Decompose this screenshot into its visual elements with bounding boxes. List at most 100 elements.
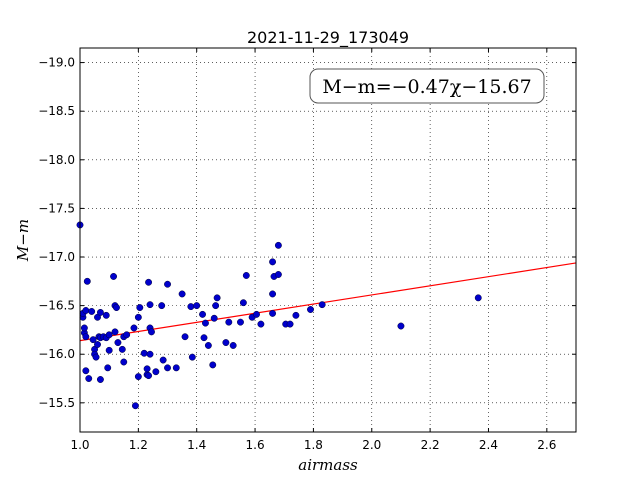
x-tick-label: 1.8 (304, 438, 323, 452)
data-point (145, 372, 153, 380)
data-point (148, 328, 155, 336)
y-axis-label: M−m (14, 219, 32, 262)
data-point (164, 280, 171, 288)
data-point (140, 349, 148, 357)
y-tick-label: −18.5 (38, 104, 75, 118)
data-point (474, 294, 482, 302)
data-point (89, 336, 97, 344)
data-point (143, 365, 151, 373)
data-point (199, 310, 206, 318)
data-point (269, 290, 277, 298)
x-tick-label: 2.2 (421, 438, 440, 452)
data-point (269, 258, 277, 266)
data-point (146, 301, 154, 309)
data-point (94, 341, 101, 348)
data-point (172, 364, 180, 372)
data-point (225, 318, 233, 326)
data-point (92, 353, 100, 361)
data-points (76, 221, 482, 410)
y-tick-label: −15.5 (38, 396, 75, 410)
y-tick-label: −19.0 (38, 56, 75, 70)
data-point (96, 376, 104, 383)
grid-lines (80, 48, 576, 432)
data-point (204, 342, 212, 349)
data-point (134, 313, 142, 321)
x-tick-label: 1.2 (129, 438, 148, 452)
data-point (152, 368, 160, 376)
data-point (237, 318, 244, 326)
data-point (292, 311, 300, 319)
x-axis-ticks: 1.0 1.2 1.4 1.6 1.8 2.0 2.2 2.4 2.6 (70, 48, 556, 452)
data-point (187, 303, 195, 311)
y-tick-label: −16.5 (38, 299, 75, 313)
data-point (80, 324, 88, 332)
data-point (88, 308, 96, 315)
data-point (118, 345, 126, 353)
data-point (114, 339, 122, 347)
chart-title: 2021-11-29_173049 (247, 28, 409, 48)
data-point (120, 358, 128, 366)
x-tick-label: 1.4 (187, 438, 206, 452)
data-point (274, 271, 282, 278)
data-point (82, 307, 90, 314)
data-point (164, 364, 171, 372)
y-tick-label: −16.0 (38, 347, 75, 361)
data-point (83, 277, 91, 285)
data-point (274, 241, 282, 249)
data-point (146, 350, 154, 358)
data-point (200, 334, 208, 342)
data-point (178, 290, 186, 298)
x-tick-label: 2.4 (479, 438, 498, 452)
data-point (307, 306, 314, 313)
data-point (104, 364, 112, 372)
data-point (145, 278, 153, 286)
data-point (253, 310, 260, 318)
data-point (130, 324, 138, 332)
fit-line-group (79, 262, 577, 342)
x-axis-label: airmass (298, 456, 358, 474)
data-point (105, 331, 113, 339)
data-point (158, 302, 166, 310)
data-point (269, 309, 277, 317)
data-point (82, 367, 90, 375)
data-point (123, 331, 131, 339)
data-point (397, 322, 405, 330)
data-point (136, 304, 144, 312)
data-point (188, 353, 196, 361)
data-point (159, 356, 167, 364)
plot-frame (79, 47, 577, 433)
data-point (181, 333, 189, 341)
data-point (213, 294, 221, 302)
data-point (286, 320, 294, 328)
data-point (257, 320, 265, 328)
fit-legend-box: M−m=−0.47χ−15.67 (309, 68, 545, 104)
y-tick-label: −18.0 (38, 153, 75, 167)
data-point (229, 342, 237, 349)
data-point (82, 333, 90, 341)
y-tick-label: −17.5 (38, 201, 75, 215)
y-tick-label: −17.0 (38, 250, 75, 264)
data-point (111, 328, 119, 336)
x-tick-label: 1.0 (70, 438, 89, 452)
data-point (202, 319, 209, 327)
data-point (105, 346, 113, 354)
x-tick-label: 2.6 (537, 438, 556, 452)
data-point (239, 299, 247, 307)
data-point (102, 311, 110, 319)
data-point (110, 273, 118, 280)
fit-line (79, 262, 577, 342)
data-point (209, 361, 217, 369)
data-point (193, 302, 201, 310)
y-axis-ticks: −15.5 −16.0 −16.5 −17.0 −17.5 −18.0 −18.5 −19.0 (38, 56, 576, 410)
data-point (318, 301, 326, 309)
data-point (242, 272, 250, 279)
data-point (210, 314, 218, 322)
data-point (96, 308, 104, 316)
data-point (134, 373, 142, 381)
data-point (212, 302, 220, 310)
fit-equation-label: M−m=−0.47χ−15.67 (322, 76, 531, 98)
data-point (85, 375, 93, 382)
x-tick-label: 1.6 (246, 438, 265, 452)
data-point (222, 339, 230, 347)
